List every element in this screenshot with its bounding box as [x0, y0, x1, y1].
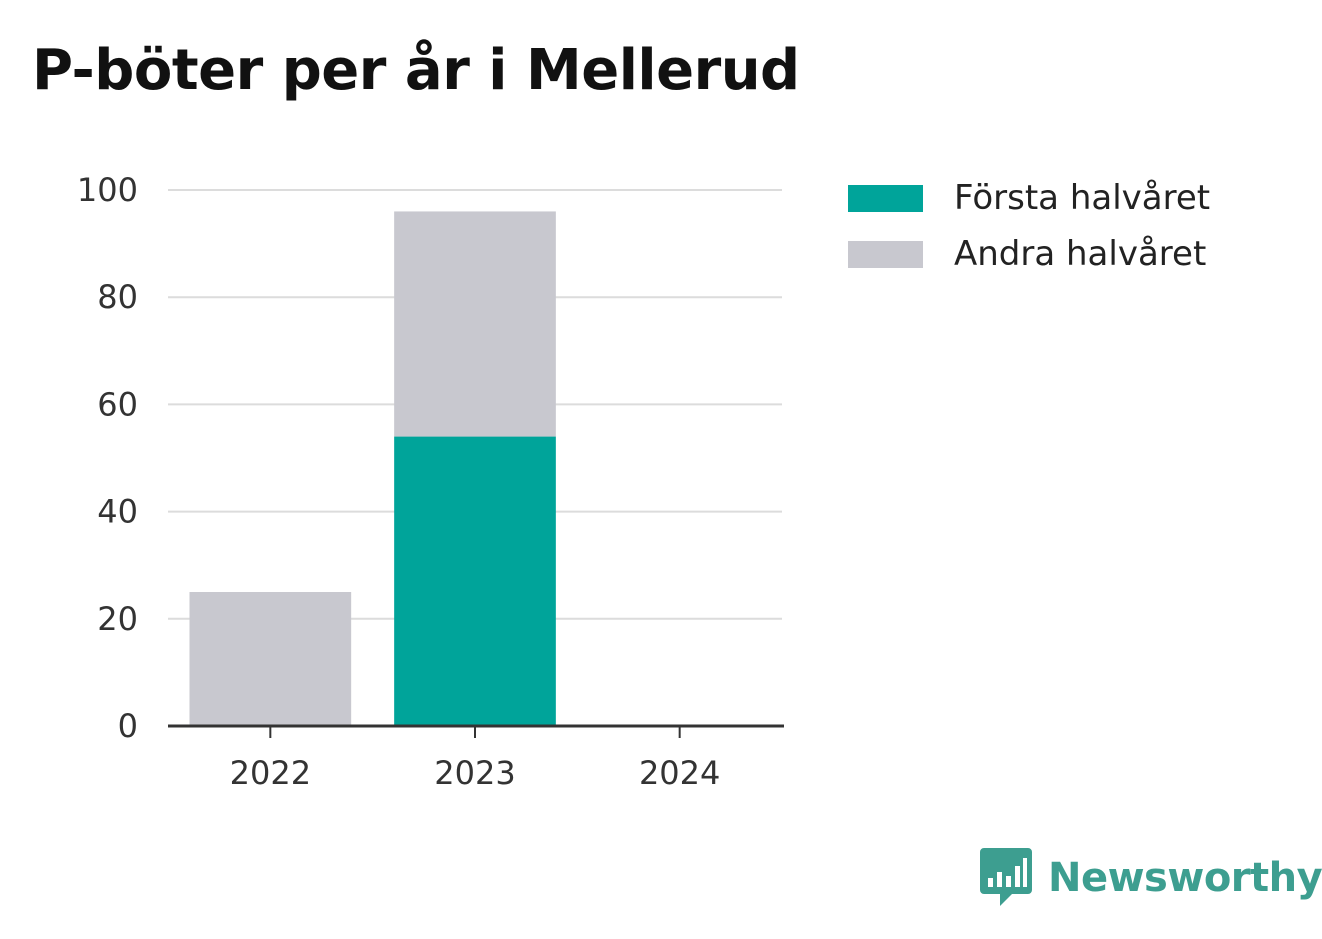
y-tick-label-40: 40 — [97, 493, 138, 531]
legend-swatch-andra-halvaret — [848, 240, 923, 268]
brand-logo: Newsworthy — [980, 848, 1322, 908]
y-tick-label-60: 60 — [97, 385, 138, 423]
bar-2023-series-1 — [394, 436, 556, 726]
y-tick-label-100: 100 — [77, 171, 138, 209]
legend-label-forsta-halvaret: Första halvåret — [954, 178, 1211, 218]
legend: Första halvåret Andra halvåret — [848, 170, 1210, 282]
brand-name: Newsworthy — [1048, 855, 1322, 901]
x-tick-label-2024: 2024 — [639, 754, 720, 792]
x-tick-label-2022: 2022 — [230, 754, 311, 792]
y-tick-label-20: 20 — [97, 600, 138, 638]
legend-item-andra-halvaret: Andra halvåret — [848, 226, 1210, 282]
legend-item-forsta-halvaret: Första halvåret — [848, 170, 1210, 226]
bars — [189, 211, 556, 726]
x-tick-label-2023: 2023 — [434, 754, 515, 792]
bar-chart-speech-bubble-icon — [980, 848, 1032, 906]
chart-title: P-böter per år i Mellerud — [32, 38, 800, 103]
bar-2023-series-2 — [394, 211, 556, 437]
legend-label-andra-halvaret: Andra halvåret — [954, 234, 1207, 274]
axes: 0 20 40 60 80 100 2022 2023 2024 — [77, 171, 784, 792]
legend-swatch-forsta-halvaret — [848, 184, 923, 212]
y-tick-label-0: 0 — [118, 707, 138, 745]
y-tick-label-80: 80 — [97, 278, 138, 316]
bar-2022-series-2 — [189, 592, 352, 726]
